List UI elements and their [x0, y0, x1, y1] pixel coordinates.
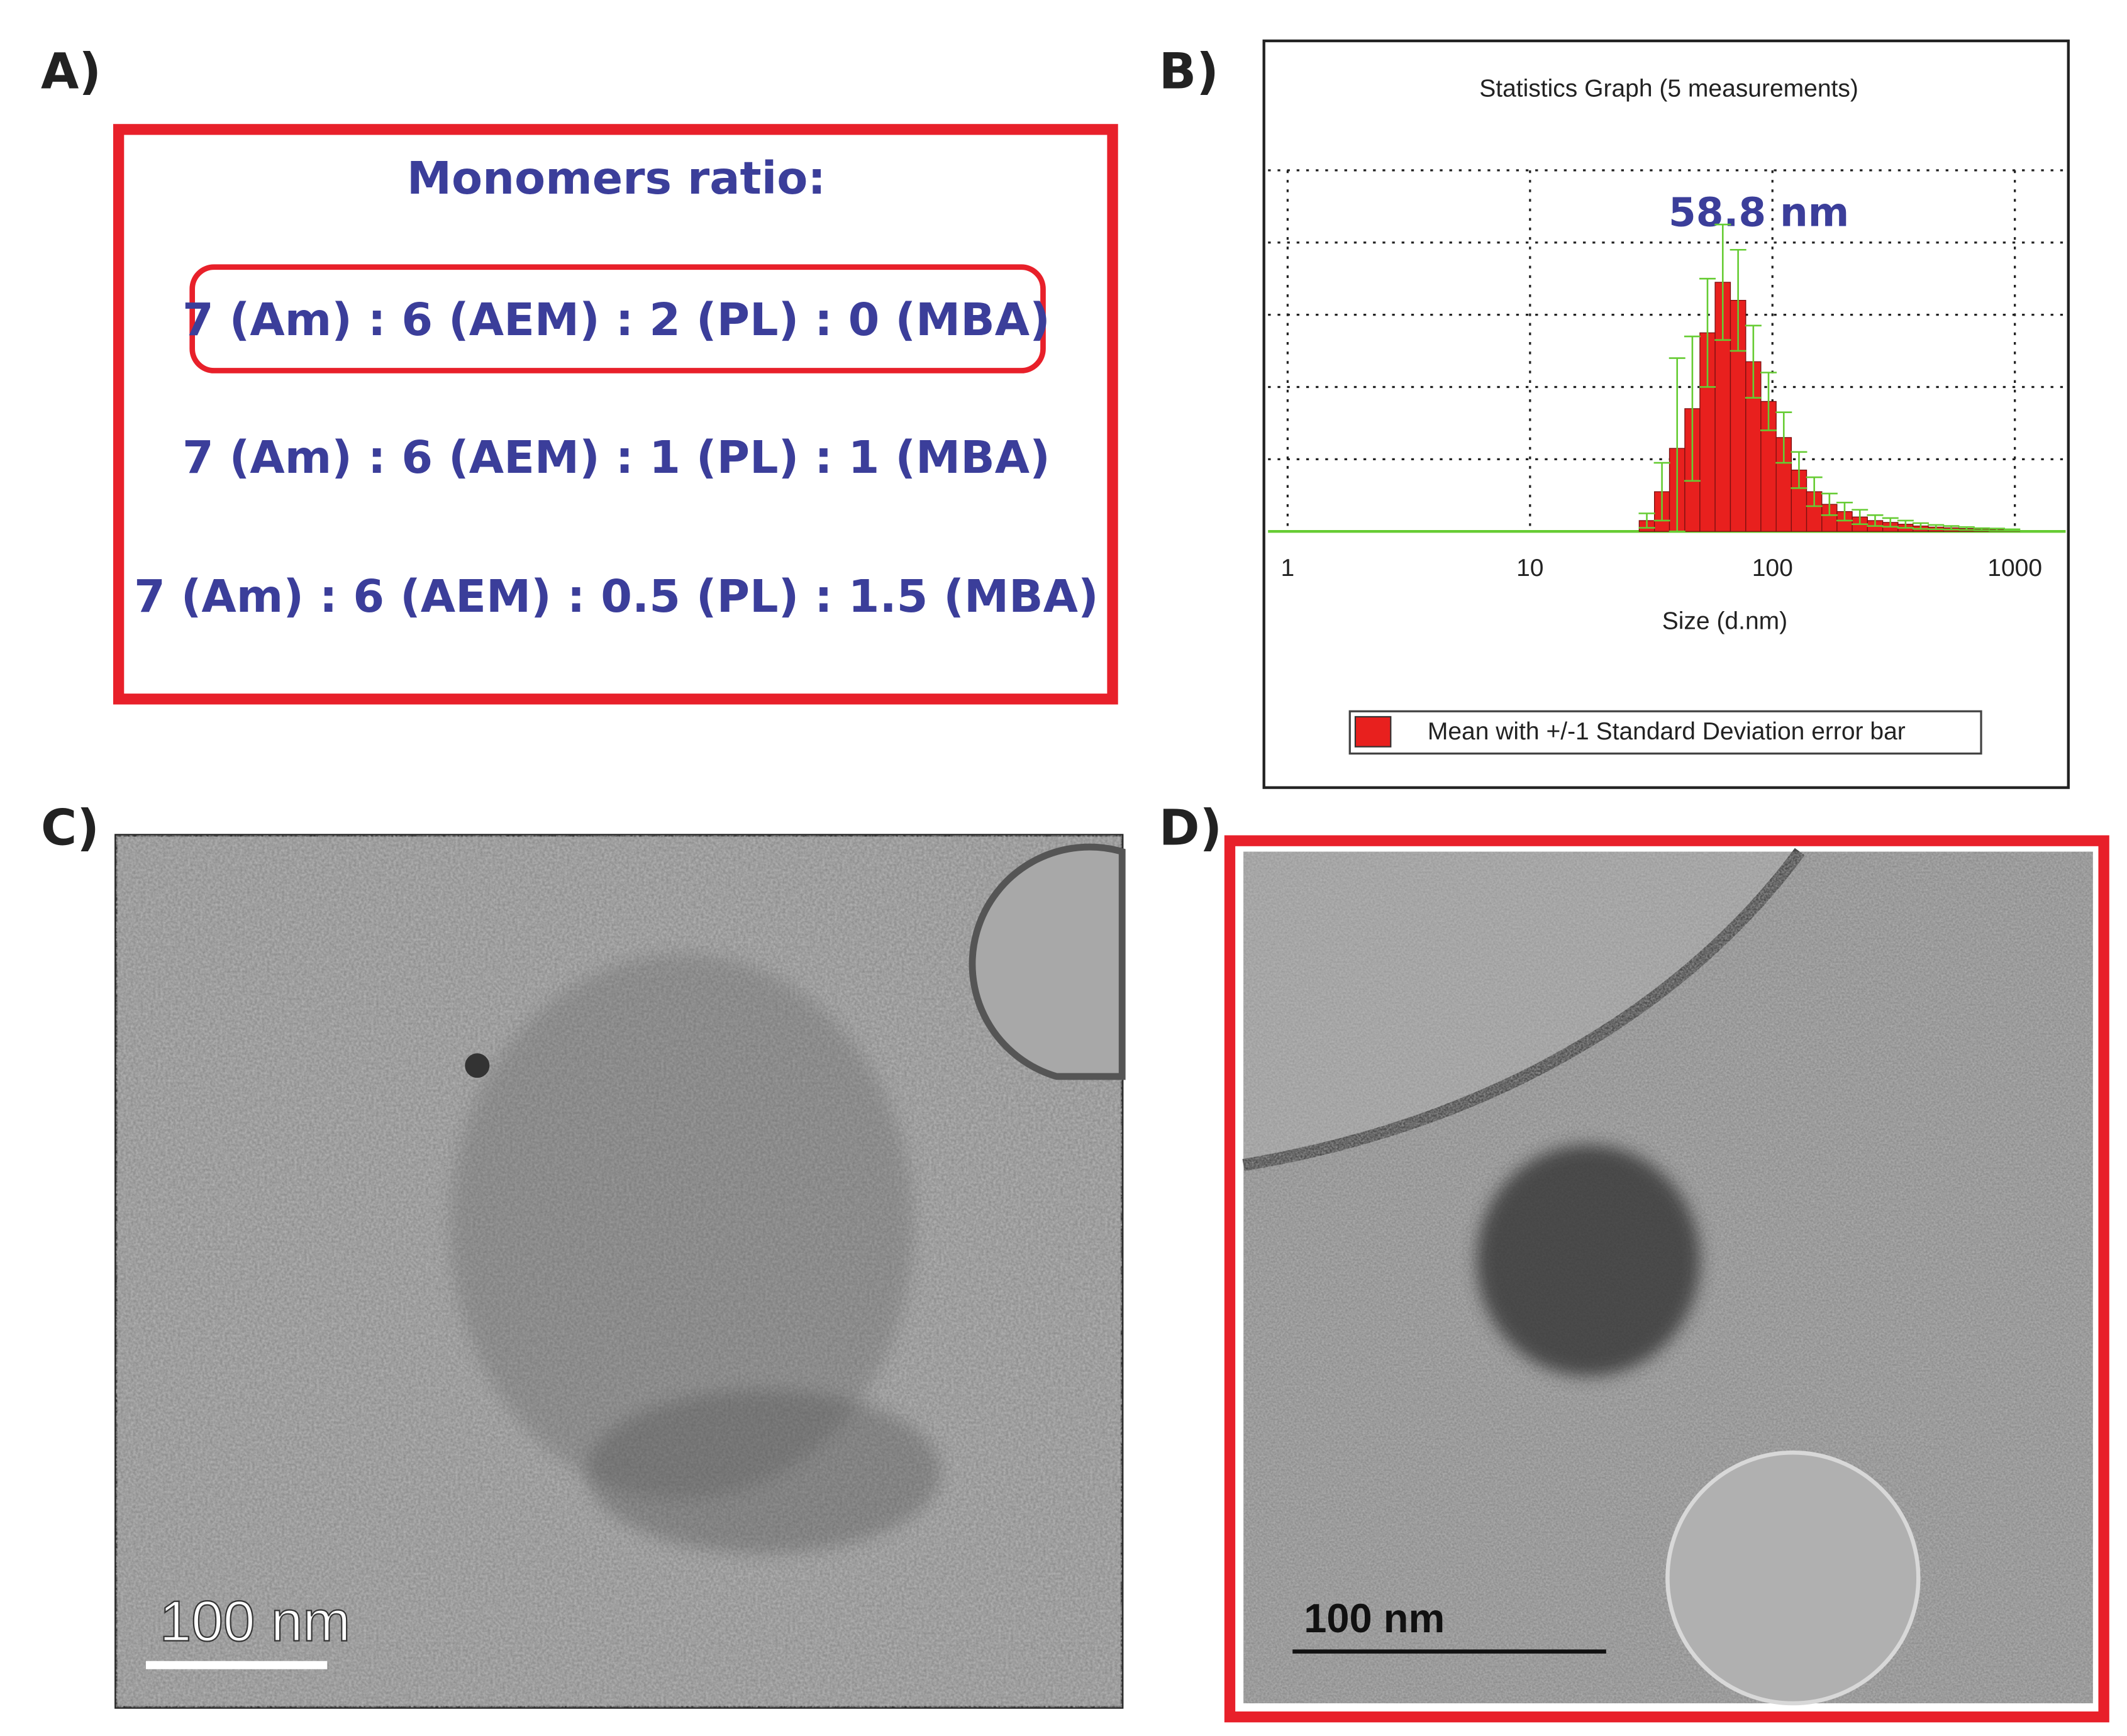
legend-swatch	[1354, 716, 1392, 748]
error-bar	[1760, 372, 1777, 431]
chart: Statistics Graph (5 measurements) Size (…	[1268, 75, 2066, 755]
tem-image-d: 100 nm	[1224, 835, 2109, 1723]
ratio-line: 7 (Am) : 6 (AEM) : 1 (PL) : 1 (MBA)	[182, 431, 1050, 484]
chart-frame	[1262, 39, 2070, 789]
error-bar	[1699, 277, 1716, 388]
legend-box	[1348, 710, 1982, 755]
error-bar	[1943, 525, 1960, 531]
error-bar	[1988, 528, 2005, 532]
scale-bar-label: 100 nm	[160, 1590, 351, 1654]
error-bar	[1653, 462, 1670, 522]
particle	[465, 1053, 490, 1078]
error-bar	[1775, 411, 1792, 464]
ratio-title: Monomers ratio:	[407, 152, 826, 204]
chart-title: Statistics Graph (5 measurements)	[1479, 75, 1858, 102]
legend-label: Mean with +/-1 Standard Deviation error …	[1428, 718, 1906, 745]
x-tick-label: 1	[1281, 555, 1295, 582]
particle-cluster	[450, 954, 914, 1499]
panel-label: C)	[41, 800, 99, 856]
panel-label: B)	[1159, 44, 1219, 101]
panel-label: D)	[1159, 800, 1222, 856]
x-tick-label: 100	[1752, 555, 1793, 582]
error-bar	[1912, 522, 1929, 530]
error-bar	[1852, 509, 1869, 526]
error-bar	[1836, 501, 1853, 522]
error-bar	[1714, 223, 1731, 341]
x-tick-label: 1000	[1987, 555, 2042, 582]
tem-image-c: 100 nm	[114, 834, 1126, 1709]
error-bar	[1821, 492, 1838, 516]
particle-cluster	[586, 1390, 941, 1554]
error-bar	[1928, 524, 1945, 531]
error-bar	[1806, 476, 1823, 507]
error-bar	[1684, 335, 1701, 482]
error-bar	[1745, 324, 1762, 399]
x-tick-label: 10	[1516, 555, 1543, 582]
ratio-line: 7 (Am) : 6 (AEM) : 2 (PL) : 0 (MBA)	[182, 294, 1050, 346]
error-bar	[1867, 514, 1884, 527]
annotation: 58.8 nm	[1669, 190, 1849, 236]
error-bar	[1897, 519, 1914, 529]
error-bar	[1882, 517, 1899, 528]
error-bar	[2004, 528, 2021, 532]
error-bar	[1730, 248, 1747, 352]
error-bar	[1791, 451, 1808, 489]
grid-hole	[1665, 1450, 1921, 1706]
panel-a-frame	[113, 124, 1118, 705]
highlight-box	[189, 264, 1046, 373]
nanoparticle	[1476, 1144, 1701, 1376]
error-bar	[1973, 527, 1990, 531]
panel-label: A)	[41, 44, 101, 101]
error-bar	[1638, 512, 1655, 529]
error-bar	[1958, 526, 1975, 531]
panel-d-frame	[1224, 835, 2109, 1723]
ratio-line: 7 (Am) : 6 (AEM) : 0.5 (PL) : 1.5 (MBA)	[134, 570, 1099, 622]
x-axis-label: Size (d.nm)	[1662, 608, 1787, 635]
scale-bar-label: 100 nm	[1304, 1595, 1445, 1641]
grid-hole	[969, 843, 1126, 1080]
error-bar	[1669, 357, 1685, 533]
